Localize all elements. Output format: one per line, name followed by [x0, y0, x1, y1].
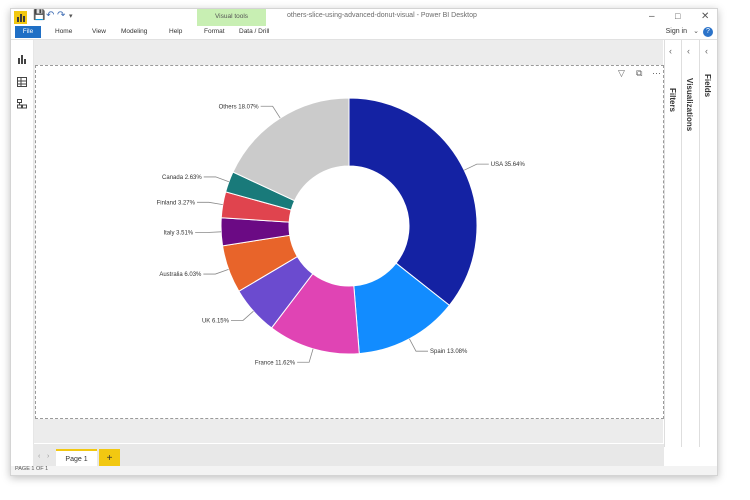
fields-pane[interactable]: ‹ Fields: [699, 40, 717, 447]
leader-line: [409, 338, 428, 352]
collapse-visualizations-icon[interactable]: ‹: [687, 46, 690, 56]
context-tab-group: Visual tools: [214, 13, 249, 20]
collapse-filters-icon[interactable]: ‹: [669, 46, 672, 56]
donut-slice[interactable]: [232, 97, 350, 202]
powerbi-logo-icon: [14, 11, 27, 24]
donut-slice[interactable]: [348, 97, 478, 307]
visualizations-pane[interactable]: ‹ Visualizations: [681, 40, 700, 447]
slice-label: Finland 3.27%: [157, 200, 196, 206]
save-icon[interactable]: 💾: [33, 10, 46, 21]
tab-view[interactable]: View: [92, 28, 106, 35]
slice-label: Italy 3.51%: [163, 230, 193, 236]
leader-line: [260, 105, 281, 119]
file-button[interactable]: File: [15, 26, 41, 38]
filter-icon[interactable]: ▽: [618, 68, 625, 78]
slice-label: Spain 13.08%: [430, 349, 468, 355]
close-icon[interactable]: ✕: [701, 11, 710, 22]
tab-format[interactable]: Format: [204, 28, 225, 35]
view-switcher: [11, 40, 34, 447]
slice-label: USA 35.64%: [491, 162, 526, 168]
data-view-icon[interactable]: [17, 77, 27, 87]
next-page-icon[interactable]: ›: [47, 453, 50, 460]
leader-line: [196, 201, 223, 206]
tab-modeling[interactable]: Modeling: [121, 28, 148, 35]
visualizations-label: Visualizations: [685, 78, 694, 132]
fields-label: Fields: [703, 74, 712, 98]
prev-page-icon[interactable]: ‹: [38, 453, 41, 460]
page-tab[interactable]: Page 1: [56, 449, 97, 469]
slice-label: Canada 2.63%: [162, 175, 202, 181]
slice-label: UK 6.15%: [202, 318, 230, 324]
title-bar: 💾 ↶ ↷ ▾ Visual tools others-slice-using-…: [11, 9, 717, 26]
app-window: 💾 ↶ ↷ ▾ Visual tools others-slice-using-…: [10, 8, 718, 476]
tab-data-drill[interactable]: Data / Drill: [239, 28, 270, 35]
tab-home[interactable]: Home: [55, 28, 73, 35]
undo-icon[interactable]: ↶: [46, 10, 55, 21]
minimize-icon[interactable]: –: [649, 11, 655, 22]
page-tab-bar: [33, 444, 664, 466]
sign-in-link[interactable]: Sign in: [665, 28, 687, 35]
leader-line: [203, 176, 230, 183]
visual-tools-band: [197, 9, 266, 26]
tab-help[interactable]: Help: [169, 28, 183, 35]
leader-line: [203, 268, 229, 275]
filters-pane[interactable]: ‹ Filters: [664, 40, 682, 447]
leader-line: [464, 163, 489, 171]
collapse-fields-icon[interactable]: ‹: [705, 46, 708, 56]
filters-label: Filters: [668, 88, 677, 113]
model-view-icon[interactable]: [17, 99, 27, 109]
customize-toolbar-icon[interactable]: ▾: [69, 13, 73, 20]
more-options-icon[interactable]: ⋯: [652, 68, 661, 78]
donut-visual[interactable]: USA 35.64% Spain 13.08% France 11.62% UK 6.…: [35, 65, 664, 419]
ribbon: Home View Modeling Help Format Data / Dr…: [11, 26, 717, 40]
help-icon[interactable]: ?: [703, 27, 713, 37]
report-view-icon[interactable]: [17, 54, 27, 64]
leader-line: [195, 231, 222, 233]
add-page-button[interactable]: +: [99, 449, 120, 469]
slice-label: France 11.62%: [255, 360, 296, 366]
slice-label: Others 18.07%: [219, 104, 260, 110]
focus-mode-icon[interactable]: ⧉: [636, 68, 643, 78]
slice-label: Australia 6.03%: [159, 272, 202, 278]
leader-line: [297, 348, 314, 363]
redo-icon[interactable]: ↷: [57, 10, 66, 21]
window-title: others-slice-using-advanced-donut-visual…: [287, 12, 477, 19]
leader-line: [230, 310, 254, 321]
page-count-status: PAGE 1 OF 1: [15, 466, 49, 472]
donut-chart: USA 35.64% Spain 13.08% France 11.62% UK 6.…: [157, 97, 526, 366]
maximize-icon[interactable]: □: [675, 11, 681, 21]
collapse-ribbon-icon[interactable]: ⌄: [693, 28, 699, 35]
status-bar: PAGE 1 OF 1: [11, 466, 717, 475]
